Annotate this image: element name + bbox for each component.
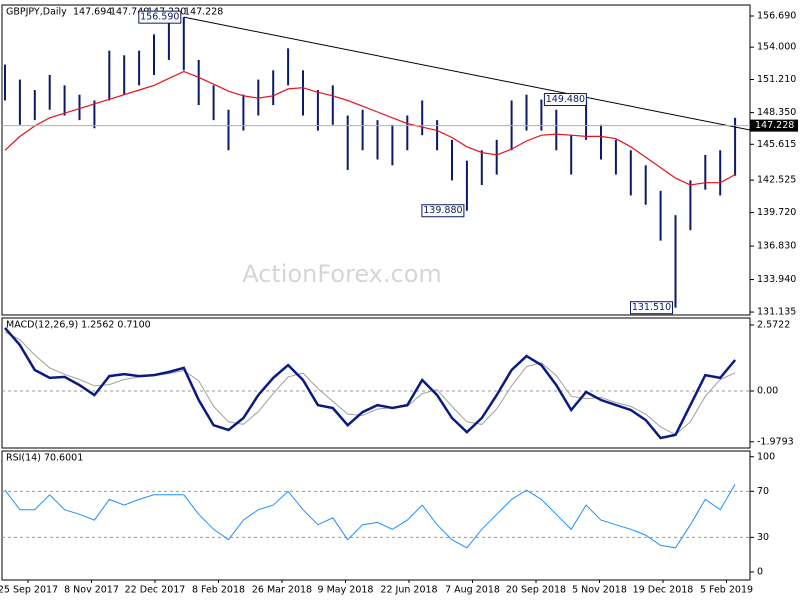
annotation-label: 139.880 bbox=[423, 205, 462, 216]
y-tick-label: 2.5722 bbox=[757, 320, 790, 331]
last-price-box bbox=[750, 119, 798, 132]
y-tick-label: 131.135 bbox=[757, 307, 796, 318]
moving-average bbox=[4, 70, 736, 186]
panel-frame bbox=[1, 450, 751, 581]
x-tick-label: 22 Dec 2017 bbox=[125, 585, 186, 596]
y-tick-label: 156.690 bbox=[757, 11, 796, 22]
y-tick-label: 70 bbox=[757, 486, 769, 497]
header-value: 147.228 bbox=[184, 7, 223, 18]
chart-title: GBPJPY,Daily bbox=[6, 7, 67, 18]
y-tick-label: 30 bbox=[757, 532, 769, 543]
y-tick-label: 145.615 bbox=[757, 139, 796, 150]
x-tick-label: 5 Nov 2018 bbox=[572, 585, 627, 596]
annotation-box bbox=[630, 301, 673, 315]
x-tick-label: 20 Sep 2018 bbox=[506, 585, 566, 596]
x-tick-label: 7 Aug 2018 bbox=[445, 585, 500, 596]
y-tick-label: 0 bbox=[757, 566, 763, 577]
y-tick-label: 133.940 bbox=[757, 274, 796, 285]
chart-title: RSI(14) 70.6001 bbox=[6, 453, 83, 464]
y-tick-label: 139.720 bbox=[757, 207, 796, 218]
annotation-label: 131.510 bbox=[632, 302, 671, 313]
annotation-label: 156.590 bbox=[140, 12, 179, 23]
panel-frame bbox=[1, 4, 751, 316]
y-tick-label: -1.9793 bbox=[757, 436, 794, 447]
y-tick-label: 136.830 bbox=[757, 241, 796, 252]
trendline bbox=[183, 16, 751, 131]
x-tick-label: 8 Nov 2017 bbox=[64, 585, 119, 596]
x-tick-label: 5 Feb 2019 bbox=[700, 585, 753, 596]
watermark: ActionForex.com bbox=[242, 260, 442, 288]
y-tick-label: 151.210 bbox=[757, 74, 796, 85]
annotation-box bbox=[138, 10, 182, 24]
panel-frame bbox=[1, 317, 751, 449]
x-tick-label: 9 May 2018 bbox=[318, 585, 374, 596]
indicator-line bbox=[4, 484, 736, 549]
y-tick-label: 100 bbox=[757, 451, 775, 462]
y-tick-label: 0.00 bbox=[757, 386, 778, 397]
annotation-box bbox=[421, 204, 465, 218]
annotation-label: 149.480 bbox=[546, 94, 585, 105]
x-tick-label: 8 Feb 2018 bbox=[192, 585, 245, 596]
y-tick-label: 142.525 bbox=[757, 175, 796, 186]
indicator-line bbox=[4, 331, 736, 436]
header-value: 147.694 bbox=[73, 7, 112, 18]
last-price-label: 147.228 bbox=[755, 120, 794, 131]
indicator-line bbox=[4, 327, 737, 440]
header-value: 147.749 bbox=[110, 7, 149, 18]
x-tick-label: 26 Mar 2018 bbox=[252, 585, 312, 596]
y-tick-label: 154.000 bbox=[757, 42, 796, 53]
chart-title: MACD(12,26,9) 1.2562 0.7100 bbox=[6, 320, 151, 331]
x-tick-label: 19 Dec 2018 bbox=[633, 585, 694, 596]
y-tick-label: 148.350 bbox=[757, 107, 796, 118]
x-tick-label: 22 Jun 2018 bbox=[380, 585, 437, 596]
annotation-box bbox=[543, 93, 587, 107]
x-tick-label: 25 Sep 2017 bbox=[0, 585, 58, 596]
